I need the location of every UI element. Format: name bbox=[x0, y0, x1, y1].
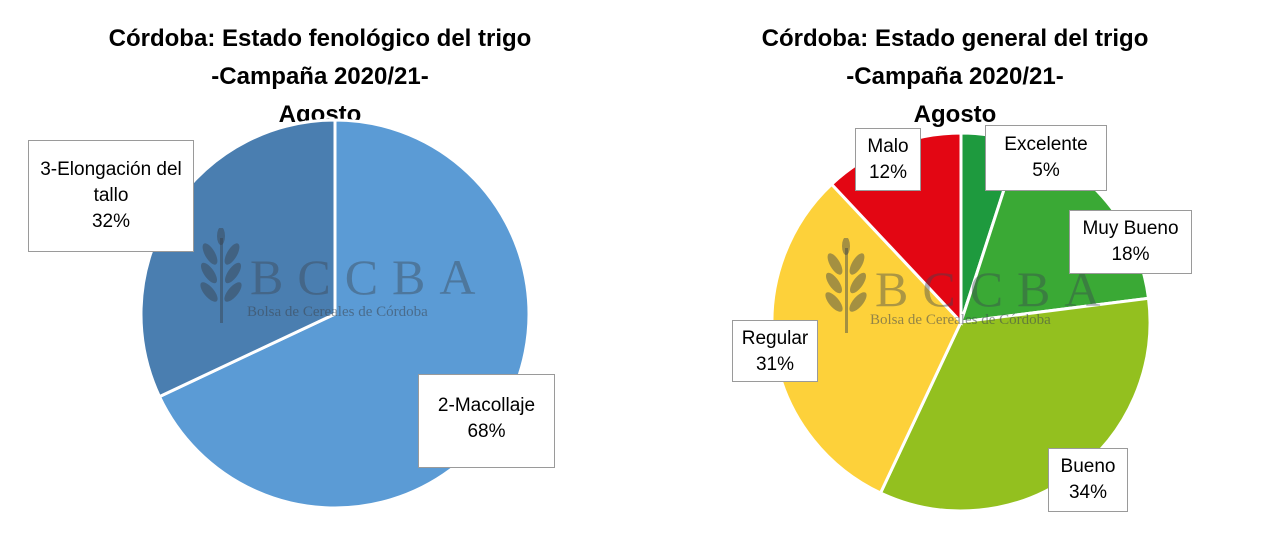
slice-label-text: 3-Elongación del bbox=[40, 159, 182, 180]
slice-value-label: 34% bbox=[1068, 482, 1108, 503]
title-line-2: -Campaña 2020/21- bbox=[211, 63, 429, 90]
slice-label-bueno: Bueno 34% bbox=[1048, 448, 1128, 512]
slice-value-label: 31% bbox=[755, 354, 795, 375]
slice-label-macollaje: 2-Macollaje 68% bbox=[418, 374, 555, 468]
title-line-2: -Campaña 2020/21- bbox=[846, 63, 1064, 90]
slice-value-label: 12% bbox=[868, 162, 908, 183]
slice-label-text: Malo bbox=[867, 136, 909, 157]
slice-label-regular: Regular 31% bbox=[732, 320, 818, 382]
chart-title: Córdoba: Estado general del trigo -Campa… bbox=[640, 20, 1270, 134]
slice-label-text: Regular bbox=[741, 328, 809, 349]
pie-plot bbox=[770, 131, 1152, 513]
slice-label-elongacion: 3-Elongación del tallo 32% bbox=[28, 140, 194, 252]
slice-label-malo: Malo 12% bbox=[855, 128, 921, 191]
slice-value-label: 68% bbox=[467, 421, 506, 442]
slice-value-label: 32% bbox=[91, 211, 131, 232]
title-line-1: Córdoba: Estado general del trigo bbox=[761, 25, 1149, 52]
slice-label-text-line-2: tallo bbox=[93, 185, 129, 206]
title-line-1: Córdoba: Estado fenológico del trigo bbox=[108, 25, 532, 52]
pie-plot bbox=[139, 118, 531, 510]
chart-title: Córdoba: Estado fenológico del trigo -Ca… bbox=[0, 20, 640, 134]
slice-label-text: Muy Bueno bbox=[1082, 218, 1179, 239]
phenology-pie-chart: Córdoba: Estado fenológico del trigo -Ca… bbox=[0, 20, 640, 510]
slice-label-muy-bueno: Muy Bueno 18% bbox=[1069, 210, 1192, 274]
slice-label-text: 2-Macollaje bbox=[437, 395, 536, 416]
slice-value-label: 5% bbox=[1032, 160, 1060, 181]
title-line-3: Agosto bbox=[913, 101, 997, 128]
slice-label-text: Bueno bbox=[1060, 456, 1116, 477]
condition-pie-chart: Córdoba: Estado general del trigo -Campa… bbox=[640, 0, 1270, 556]
slice-value-label: 18% bbox=[1111, 244, 1150, 265]
slice-label-excelente: Excelente 5% bbox=[985, 125, 1107, 191]
slice-label-text: Excelente bbox=[1004, 134, 1088, 155]
